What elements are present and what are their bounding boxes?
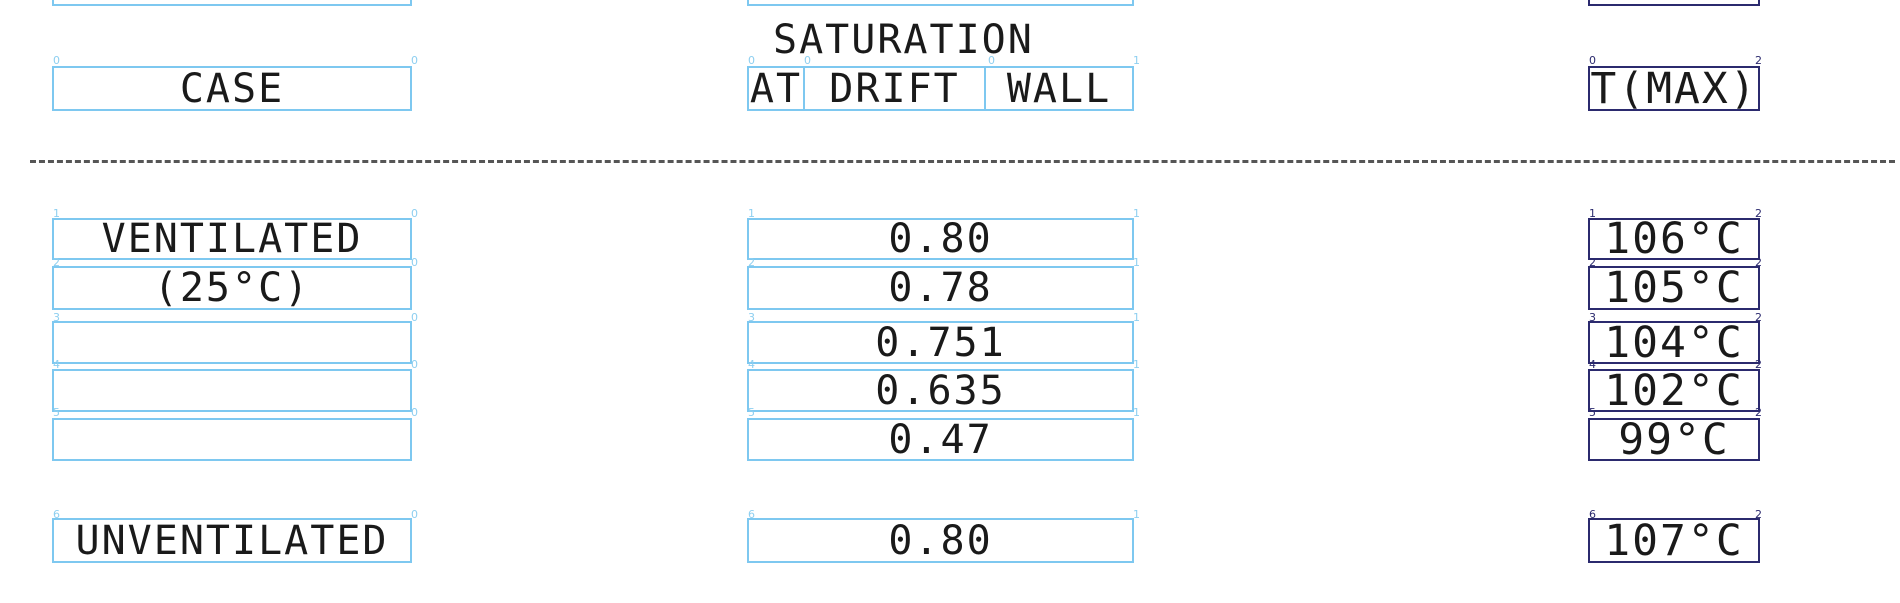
row1-tmax: 106°C xyxy=(1588,214,1760,264)
row3-marker-tmax: 3 xyxy=(1589,311,1596,324)
marker-case-right: 0 xyxy=(411,54,418,67)
row4-marker-sat-right: 1 xyxy=(1133,358,1140,371)
row5-marker-tmax: 5 xyxy=(1589,406,1596,419)
marker-wall: 0 xyxy=(988,54,995,67)
marker-tmax-right: 2 xyxy=(1755,54,1762,67)
row4-saturation-value: 0.635 xyxy=(875,367,1006,414)
row5-marker-case: 5 xyxy=(53,406,60,419)
row2-marker-case: 2 xyxy=(53,256,60,269)
row3-case xyxy=(52,321,412,364)
row4-tmax: 102°C xyxy=(1588,366,1760,416)
row1-marker-case-right: 0 xyxy=(411,207,418,220)
row4-tmax-value: 102°C xyxy=(1604,365,1744,416)
marker-wall-right: 1 xyxy=(1133,54,1140,67)
row2-case-text: (25°C) xyxy=(153,265,311,311)
row3-saturation-value: 0.751 xyxy=(875,319,1006,366)
saturation-title: SATURATION xyxy=(773,17,1034,63)
row2-marker-tmax: 2 xyxy=(1589,256,1596,269)
row2-marker-sat-right: 1 xyxy=(1133,256,1140,269)
case-header: CASE xyxy=(52,65,412,112)
row6-marker-tmax-right: 2 xyxy=(1755,508,1762,521)
marker-tmax-left: 0 xyxy=(1589,54,1596,67)
row1-saturation-value: 0.80 xyxy=(888,216,993,262)
row3-marker-case: 3 xyxy=(53,311,60,324)
row5-tmax-value: 99°C xyxy=(1618,414,1730,465)
row4-marker-case: 4 xyxy=(53,358,60,371)
subheader-wall: WALL xyxy=(984,65,1134,112)
row6-saturation: 0.80 xyxy=(747,517,1134,564)
row4-marker-case-right: 0 xyxy=(411,358,418,371)
subheader-at: AT xyxy=(747,65,805,112)
row2-marker-sat: 2 xyxy=(748,256,755,269)
tmax-header: T(MAX) xyxy=(1588,63,1760,114)
row5-tmax: 99°C xyxy=(1588,415,1760,465)
row6-tmax-value: 107°C xyxy=(1604,515,1744,566)
row3-marker-case-right: 0 xyxy=(411,311,418,324)
row3-tmax-value: 104°C xyxy=(1604,317,1744,368)
subheader-wall-label: WALL xyxy=(1006,65,1112,112)
row6-tmax: 107°C xyxy=(1588,515,1760,566)
row4-saturation: 0.635 xyxy=(747,367,1134,414)
row5-saturation: 0.47 xyxy=(747,416,1134,463)
row5-marker-case-right: 0 xyxy=(411,406,418,419)
row6-marker-sat-right: 1 xyxy=(1133,508,1140,521)
dashed-separator xyxy=(30,160,1895,163)
top-partial-box-saturation xyxy=(747,0,1134,6)
row6-marker-tmax: 6 xyxy=(1589,508,1596,521)
row4-marker-tmax: 4 xyxy=(1589,358,1596,371)
marker-at: 0 xyxy=(748,54,755,67)
row1-case: VENTILATED xyxy=(52,216,412,262)
case-header-label: CASE xyxy=(179,65,285,112)
row6-case: UNVENTILATED xyxy=(52,517,412,564)
row1-marker-sat: 1 xyxy=(748,207,755,220)
row5-marker-tmax-right: 2 xyxy=(1755,406,1762,419)
row5-marker-sat: 5 xyxy=(748,406,755,419)
subheader-drift-label: DRIFT xyxy=(829,65,960,112)
row3-marker-sat: 3 xyxy=(748,311,755,324)
row2-tmax: 105°C xyxy=(1588,263,1760,313)
row2-tmax-value: 105°C xyxy=(1604,263,1744,313)
top-partial-box-case xyxy=(52,0,412,6)
row1-marker-case: 1 xyxy=(53,207,60,220)
row1-marker-tmax: 1 xyxy=(1589,207,1596,220)
row6-marker-sat: 6 xyxy=(748,508,755,521)
row2-marker-tmax-right: 2 xyxy=(1755,256,1762,269)
row5-marker-sat-right: 1 xyxy=(1133,406,1140,419)
row1-marker-tmax-right: 2 xyxy=(1755,207,1762,220)
row6-case-text: UNVENTILATED xyxy=(75,517,389,564)
row2-saturation: 0.78 xyxy=(747,265,1134,311)
row4-case xyxy=(52,369,412,412)
top-partial-box-tmax xyxy=(1588,0,1760,6)
row6-marker-case-right: 0 xyxy=(411,508,418,521)
subheader-at-label: AT xyxy=(749,65,803,112)
tmax-header-label: T(MAX) xyxy=(1590,63,1758,114)
row5-saturation-value: 0.47 xyxy=(888,416,993,463)
row2-marker-case-right: 0 xyxy=(411,256,418,269)
row1-saturation: 0.80 xyxy=(747,216,1134,262)
subheader-drift: DRIFT xyxy=(803,65,986,112)
row5-case xyxy=(52,418,412,461)
marker-drift: 0 xyxy=(804,54,811,67)
marker-case-left: 0 xyxy=(53,54,60,67)
row3-tmax: 104°C xyxy=(1588,318,1760,368)
row2-saturation-value: 0.78 xyxy=(888,265,993,311)
row3-marker-tmax-right: 2 xyxy=(1755,311,1762,324)
row1-case-text: VENTILATED xyxy=(101,216,363,262)
row2-case: (25°C) xyxy=(52,265,412,311)
row1-marker-sat-right: 1 xyxy=(1133,207,1140,220)
row1-tmax-value: 106°C xyxy=(1604,214,1744,264)
row4-marker-tmax-right: 2 xyxy=(1755,358,1762,371)
row4-marker-sat: 4 xyxy=(748,358,755,371)
row3-marker-sat-right: 1 xyxy=(1133,311,1140,324)
row6-saturation-value: 0.80 xyxy=(888,517,993,564)
row6-marker-case: 6 xyxy=(53,508,60,521)
row3-saturation: 0.751 xyxy=(747,319,1134,366)
